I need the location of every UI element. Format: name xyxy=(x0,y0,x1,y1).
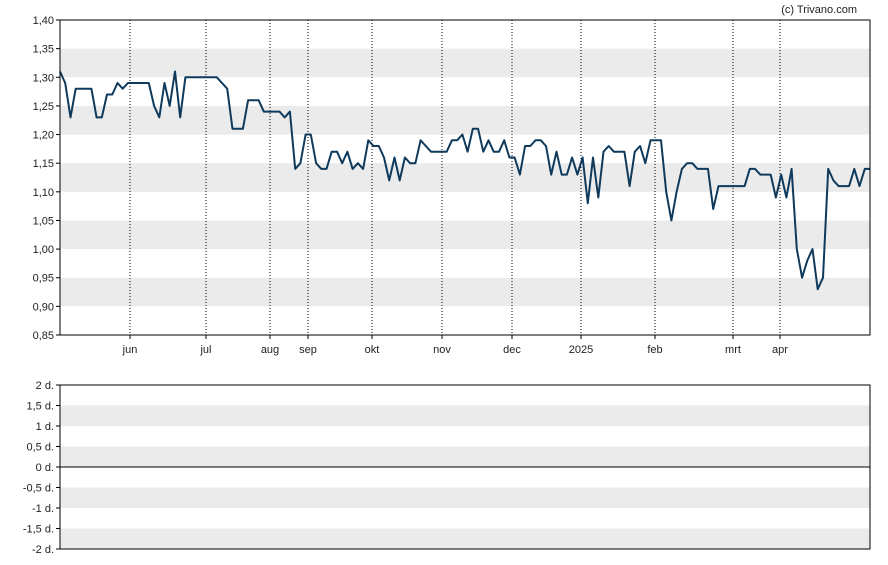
volume-y-tick-label: 2 d. xyxy=(36,380,54,392)
price-chart: 1,40 1,35 1,30 1,25 1,20 1,15 1,10 1,05 1,00 0,95… xyxy=(33,15,871,356)
price-x-tick-label: jul xyxy=(199,344,211,356)
price-series-line xyxy=(59,70,870,291)
price-chart-frame xyxy=(59,19,871,336)
copyright-text: (c) Trivano.com xyxy=(781,4,857,16)
volume-chart-band xyxy=(60,487,870,508)
price-chart-bands xyxy=(60,48,870,307)
price-y-tick-label: 1,40 xyxy=(33,15,54,27)
price-y-tick-label: 1,25 xyxy=(33,101,54,113)
price-y-tick-label: 1,35 xyxy=(33,44,54,56)
volume-chart: 2 d. 1,5 d. 1 d. 0,5 d. 0 d. -0,5 d. -1 d. -1,5… xyxy=(23,380,871,556)
price-y-tick-label: 1,15 xyxy=(33,158,54,170)
price-chart-band xyxy=(60,48,870,78)
price-chart-y-axis: 1,40 1,35 1,30 1,25 1,20 1,15 1,10 1,05 1,00 0,95… xyxy=(33,15,60,342)
price-y-tick-label: 0,90 xyxy=(33,301,54,313)
price-y-tick-label: 1,30 xyxy=(33,72,54,84)
volume-y-tick-label: -2 d. xyxy=(32,544,54,556)
price-chart-band xyxy=(60,220,870,250)
volume-chart-y-axis: 2 d. 1,5 d. 1 d. 0,5 d. 0 d. -0,5 d. -1 d. -1,5… xyxy=(23,380,60,556)
price-x-tick-label: jun xyxy=(122,344,138,356)
volume-y-tick-label: -1,5 d. xyxy=(23,524,54,536)
volume-chart-band xyxy=(60,405,870,426)
price-x-tick-label: feb xyxy=(647,344,662,356)
price-x-tick-label: mrt xyxy=(725,344,741,356)
volume-y-tick-label: 1,5 d. xyxy=(26,401,54,413)
volume-chart-band xyxy=(60,446,870,467)
price-y-tick-label: 0,85 xyxy=(33,330,54,342)
volume-chart-bands xyxy=(60,405,870,549)
price-chart-x-axis: jun jul aug sep okt nov dec 2025 feb mrt apr xyxy=(122,335,788,356)
volume-y-tick-label: 0,5 d. xyxy=(26,442,54,454)
volume-chart-band xyxy=(60,528,870,549)
price-y-tick-label: 1,20 xyxy=(33,130,54,142)
volume-y-tick-label: -1 d. xyxy=(32,503,54,515)
price-y-tick-label: 1,05 xyxy=(33,215,54,227)
price-y-tick-label: 1,00 xyxy=(33,244,54,256)
price-chart-band xyxy=(60,105,870,135)
price-chart-band xyxy=(60,163,870,192)
price-x-tick-label: nov xyxy=(433,344,451,356)
price-x-tick-label: apr xyxy=(772,344,788,356)
price-chart-band xyxy=(60,277,870,307)
price-x-tick-label: okt xyxy=(365,344,380,356)
price-x-tick-label: sep xyxy=(299,344,317,356)
price-x-tick-label: aug xyxy=(261,344,279,356)
price-y-tick-label: 0,95 xyxy=(33,273,54,285)
volume-y-tick-label: 1 d. xyxy=(36,421,54,433)
volume-y-tick-label: -0,5 d. xyxy=(23,483,54,495)
price-x-tick-label: dec xyxy=(503,344,521,356)
volume-y-tick-label: 0 d. xyxy=(36,462,54,474)
price-y-tick-label: 1,10 xyxy=(33,187,54,199)
price-x-tick-label: 2025 xyxy=(569,344,593,356)
